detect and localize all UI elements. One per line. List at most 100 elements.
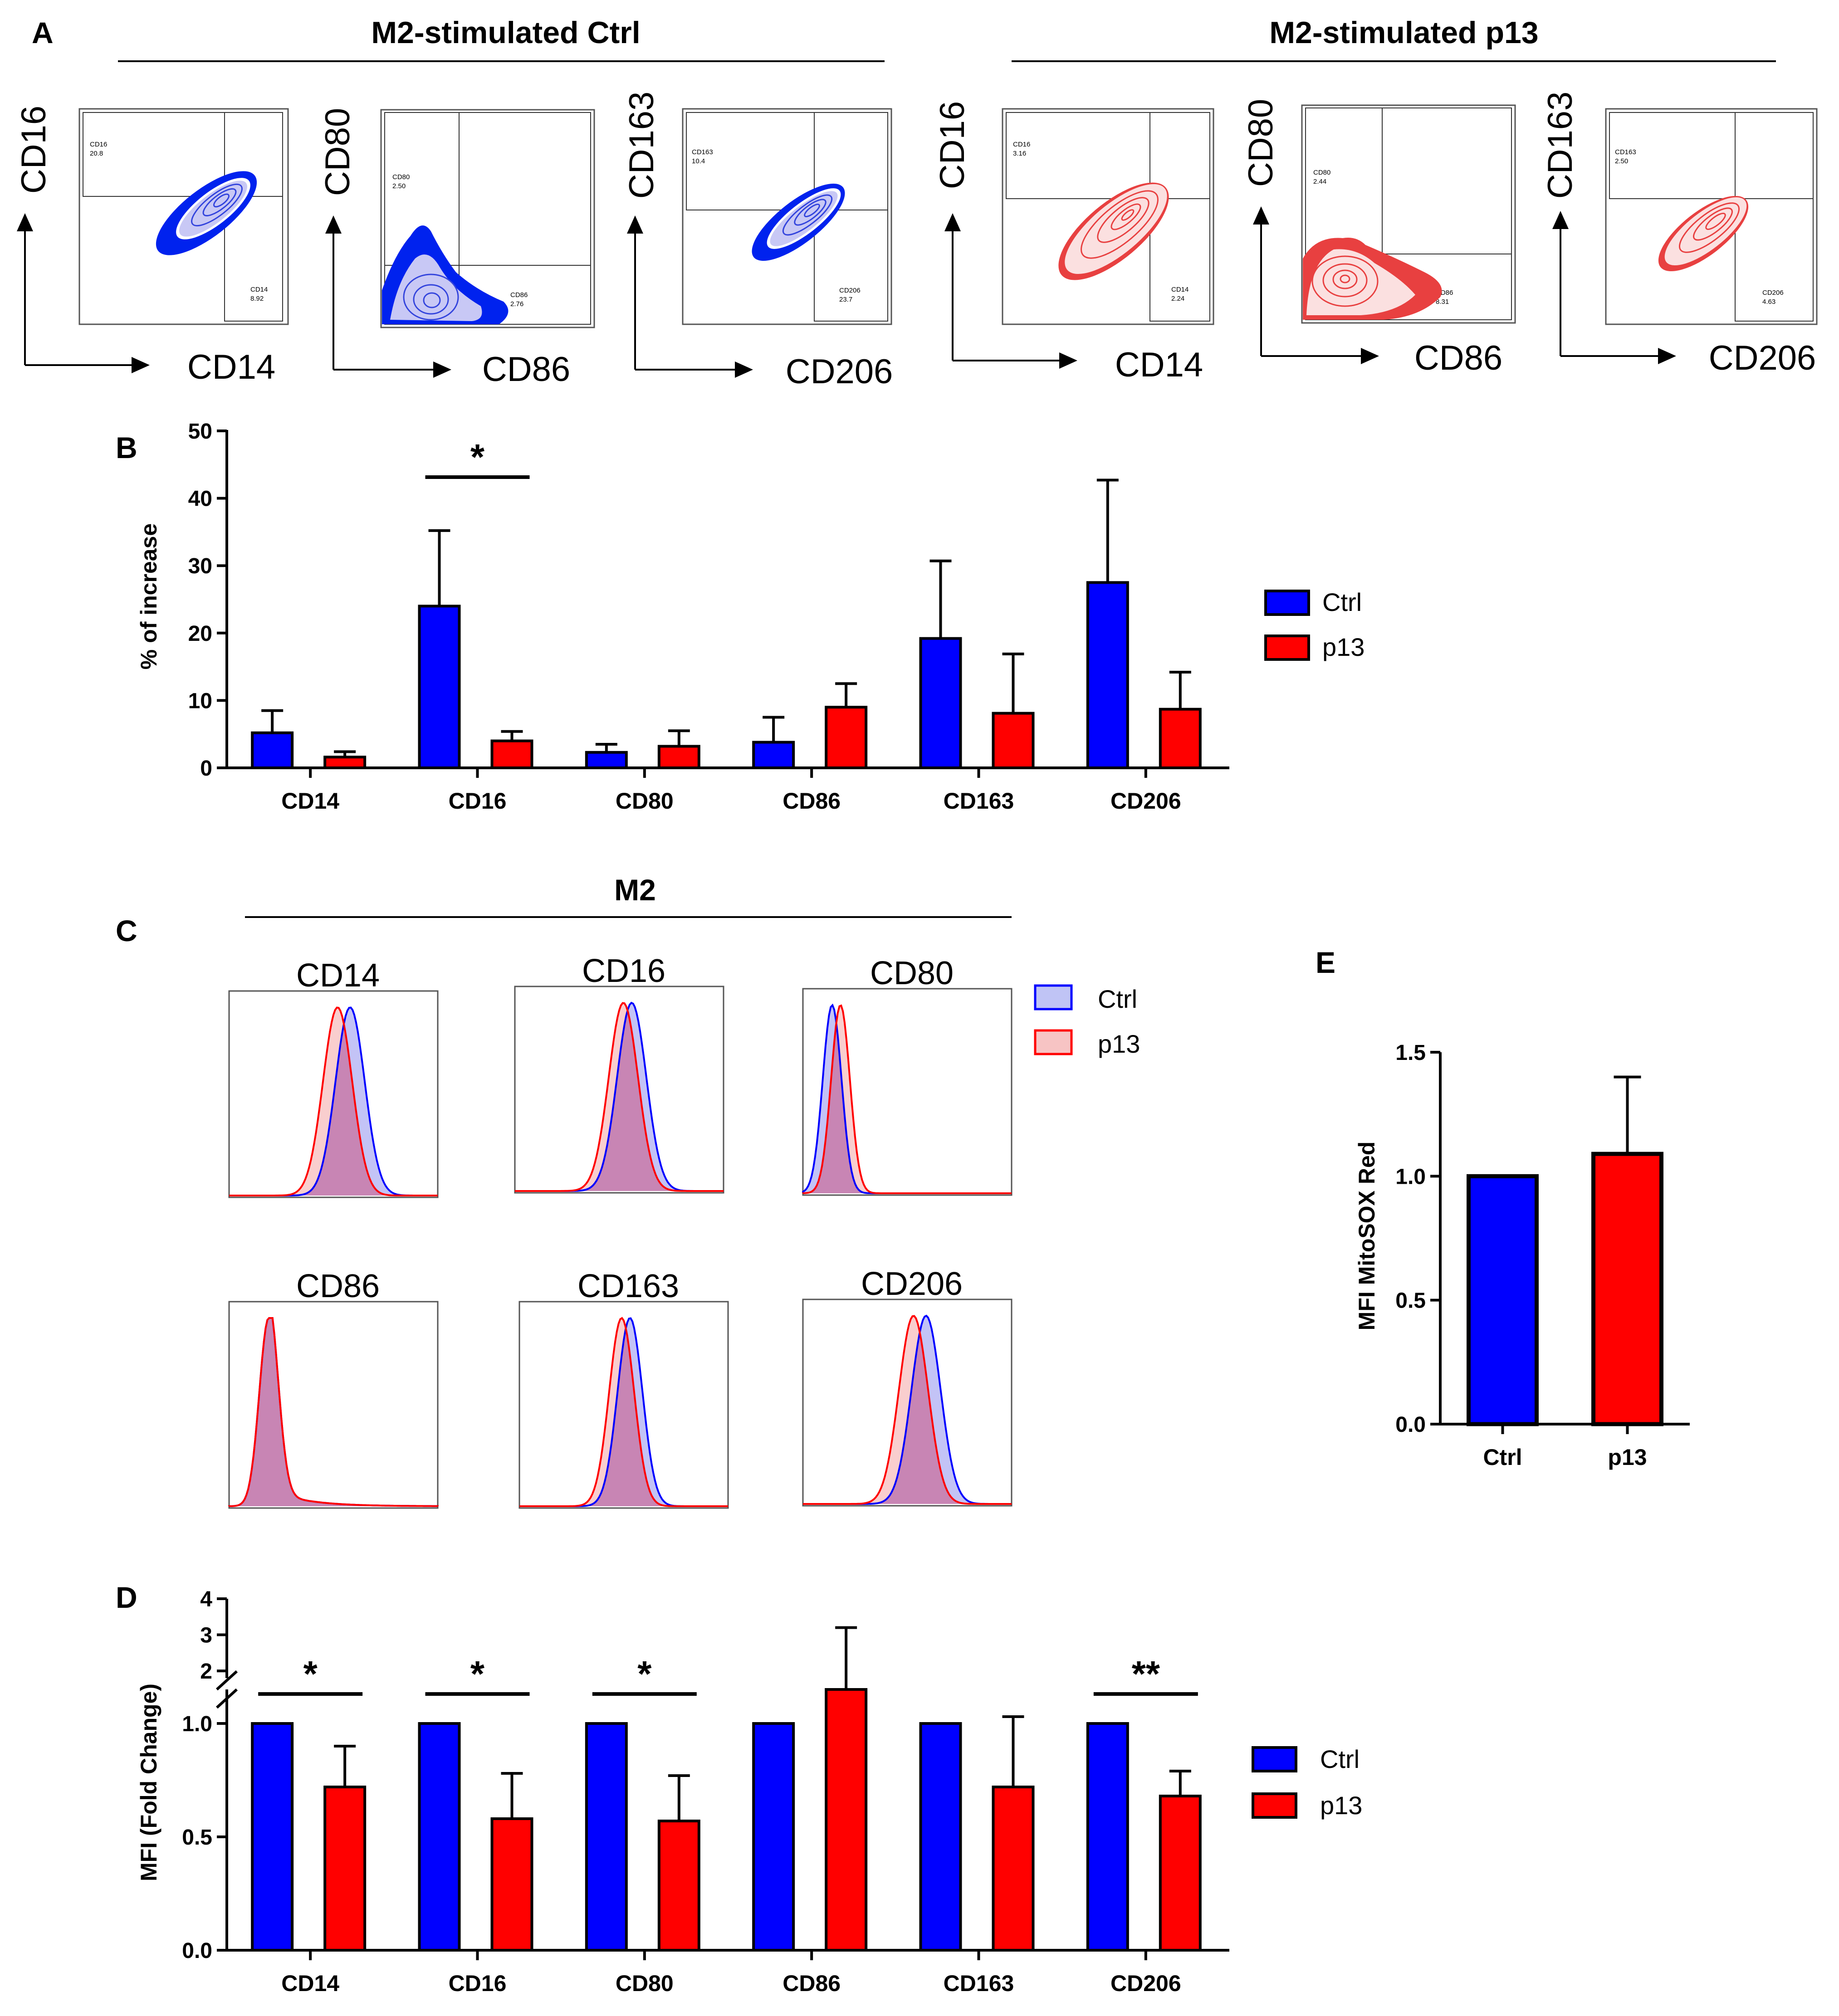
plot-frame: [1301, 104, 1516, 324]
histogram-cd163: CD163: [518, 1268, 729, 1509]
gate-label-cd80: CD80: [1313, 169, 1330, 176]
panel-label-b: B: [116, 431, 137, 464]
histogram-title: CD14: [296, 957, 380, 994]
contour-population: [382, 225, 509, 324]
contour-ring: [213, 193, 230, 208]
y-tick-label: 30: [188, 554, 212, 578]
y-tick-label: 1.0: [1395, 1165, 1426, 1189]
panel-a-flow-cytometry: M2-stimulated Ctrl M2-stimulated p13 CD1…: [15, 15, 1818, 391]
dotplot-ctrl-cd16-cd14: CD16 CD14 CD16 20.8 CD14 8.92: [15, 106, 289, 386]
y-arrow-head: [17, 213, 33, 231]
legend-label-ctrl: Ctrl: [1320, 1745, 1360, 1773]
y-tick-label: 0.0: [182, 1939, 212, 1963]
y-tick-label: 3: [200, 1624, 212, 1648]
x-axis-label: CD206: [1709, 339, 1816, 377]
contour-ring: [390, 254, 482, 321]
y-axis-title: % of increase: [136, 523, 161, 669]
y-tick-label: 0: [200, 757, 212, 781]
histogram-cd16: CD16: [514, 953, 724, 1194]
plot-frame: [682, 108, 892, 325]
y-arrow-head: [944, 213, 961, 231]
gate-value-cd163: 2.50: [1615, 157, 1628, 165]
gate-value-cd86: 8.31: [1436, 298, 1449, 306]
bar-p13-cd14: [323, 1786, 367, 1952]
x-axis-label: CD14: [1115, 346, 1203, 384]
contour-ring: [1693, 207, 1733, 241]
histogram-overlap-fill: [515, 1011, 724, 1191]
group-title-p13: M2-stimulated p13: [1269, 15, 1538, 50]
contour-ring: [1340, 274, 1350, 283]
bar-p13-cd16: [490, 739, 533, 770]
contour-ring: [403, 273, 459, 321]
gate-label-cd206: CD206: [1762, 289, 1784, 297]
bars: * * * **: [251, 1626, 1202, 1952]
bar-ctrl: [1467, 1174, 1539, 1426]
axis-break-mark: [215, 1670, 238, 1691]
contour-ring: [1678, 202, 1740, 253]
dotplot-p13-cd163-cd206: CD163 CD206 CD163 2.50 CD206 4.63: [1541, 92, 1818, 377]
plot-frame: [1605, 108, 1818, 325]
significance-mark: **: [1132, 1654, 1160, 1694]
contour-ring: [1081, 190, 1159, 259]
legend-swatch-ctrl: [1034, 984, 1073, 1010]
y-tick-label: 1.0: [182, 1712, 212, 1736]
y-tick-label: 2: [200, 1660, 212, 1684]
contour-ring: [1664, 197, 1747, 266]
gate-value-cd80: 2.44: [1313, 178, 1326, 185]
y-axis-label: CD163: [1541, 92, 1580, 199]
y-axis-title: MFI (Fold Change): [136, 1684, 161, 1881]
legend-label-p13: p13: [1320, 1791, 1362, 1820]
bar-p13-cd163: [992, 712, 1035, 770]
gate-value-cd16: 20.8: [90, 150, 103, 157]
histogram-p13-fill: [803, 1006, 1012, 1193]
gate-value-cd14: 2.24: [1171, 295, 1184, 303]
gate-label-cd86: CD86: [510, 291, 528, 299]
bar-ctrl-cd80: [585, 751, 628, 770]
x-tick-label: CD163: [944, 1971, 1014, 1996]
y-tick-label: 10: [188, 689, 212, 713]
contour-ring: [423, 292, 441, 308]
axis-break-mark: [215, 1688, 238, 1709]
x-tick-label: CD163: [944, 788, 1014, 814]
dotplot-ctrl-cd80-cd86: CD80 CD86 CD80 2.50 CD86 2.76: [318, 108, 595, 389]
legend-swatch-ctrl: [1252, 1746, 1297, 1772]
bar-p13-cd86: [825, 1688, 868, 1952]
y-axis-label: CD16: [933, 101, 972, 189]
x-tick-label: CD206: [1110, 788, 1181, 814]
bar-p13-cd163: [992, 1786, 1035, 1952]
legend: Ctrl p13: [1252, 1745, 1362, 1820]
histogram-p13-line: [803, 1315, 1012, 1505]
x-axis-label: CD86: [1414, 339, 1502, 377]
contour-ring: [770, 191, 838, 246]
histogram-overlap-fill: [229, 1024, 438, 1196]
bar-p13-cd206: [1159, 708, 1202, 770]
y-arrow-head: [1552, 211, 1569, 229]
y-arrow-head: [325, 215, 342, 234]
contour-ring: [782, 194, 833, 236]
x-tick-label: CD16: [449, 1971, 507, 1996]
y-tick-label: 4: [200, 1587, 212, 1611]
gate-value-cd14: 8.92: [250, 295, 264, 303]
x-tick-label: CD80: [616, 1971, 674, 1996]
gate-label-cd163: CD163: [692, 148, 713, 156]
panel-label-d: D: [116, 1581, 137, 1614]
y-axis-label: CD16: [15, 106, 53, 194]
y-tick-label: 0.0: [1395, 1413, 1426, 1437]
x-tick-label: CD14: [281, 788, 339, 814]
panel-b-bar-chart: % of increase 0 10 20 30 40 50 CD14 CD16 CD80 CD8…: [136, 420, 1365, 814]
gate-label-cd206: CD206: [839, 287, 861, 294]
bar-ctrl-cd16: [418, 605, 461, 769]
significance-mark: *: [303, 1654, 318, 1694]
y-arrow-head: [627, 215, 643, 234]
histogram-p13-line: [519, 1317, 728, 1507]
x-axis-label: CD206: [786, 352, 893, 391]
contour-ring: [179, 181, 247, 237]
x-tick-label: CD86: [783, 1971, 841, 1996]
bar-ctrl-cd16: [418, 1722, 461, 1952]
legend: Ctrl p13: [1034, 984, 1140, 1058]
histogram-overlap-fill: [229, 1318, 438, 1506]
axes: 0 10 20 30 40 50 CD14 CD16 CD80 CD86 CD163 CD206: [188, 420, 1229, 814]
x-arrow-head: [433, 361, 451, 378]
legend-swatch-ctrl: [1264, 590, 1310, 616]
